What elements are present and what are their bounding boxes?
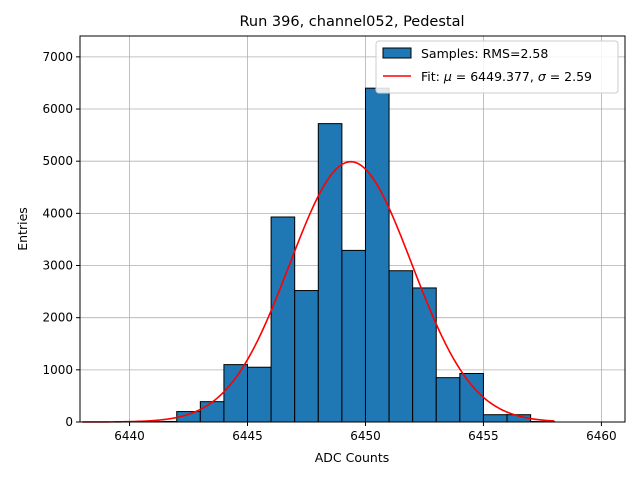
x-tick-label: 6455 (468, 429, 499, 443)
histogram-bar-11 (412, 287, 437, 423)
histogram-bar-6 (294, 290, 319, 423)
histogram-bar-9 (364, 87, 390, 423)
legend-samples-label: Samples: RMS=2.58 (421, 46, 548, 61)
chart-title: Run 396, channel052, Pedestal (239, 14, 464, 30)
y-tick-label: 3000 (42, 259, 73, 273)
histogram-bar-8 (341, 249, 366, 423)
legend-fit-mu-symbol: μ (443, 69, 452, 84)
x-axis-label: ADC Counts (315, 450, 390, 465)
histogram-bar-13 (459, 372, 484, 423)
legend-fit-mu-value: = 6449.377, (452, 69, 538, 84)
legend-fit-sigma-value: = 2.59 (546, 69, 592, 84)
legend: Samples: RMS=2.58 Fit: μ = 6449.377, σ =… (375, 40, 619, 94)
histogram-bar-3 (223, 364, 249, 423)
histogram-bar-12 (435, 377, 461, 423)
x-tick-label: 6445 (232, 429, 263, 443)
legend-samples-swatch (382, 47, 412, 59)
y-tick-label: 7000 (42, 50, 73, 64)
histogram-bar-2 (199, 401, 225, 423)
gaussian-fit (82, 160, 555, 423)
x-tick-label: 6460 (586, 429, 617, 443)
y-axis-label: Entries (15, 207, 30, 251)
y-tick-label: 0 (65, 415, 73, 429)
histogram-bar-10 (388, 270, 414, 423)
y-tick-label: 5000 (42, 154, 73, 168)
y-tick-label: 2000 (42, 311, 73, 325)
y-tick-label: 6000 (42, 102, 73, 116)
y-tick-label: 1000 (42, 363, 73, 377)
histogram-bar-5 (270, 216, 296, 423)
histogram-bar-7 (317, 123, 343, 423)
histogram-bar-14 (482, 414, 508, 423)
y-axis-ticks: 0 1000 2000 3000 4000 5000 6000 7000 (42, 50, 80, 429)
plot-frame (79, 35, 626, 423)
x-axis-ticks: 6440 6445 6450 6455 6460 (114, 422, 617, 443)
x-tick-label: 6440 (114, 429, 145, 443)
legend-fit-prefix: Fit: (421, 69, 444, 84)
y-tick-label: 4000 (42, 206, 73, 220)
fit-curve (82, 160, 555, 423)
legend-fit-label: Fit: μ = 6449.377, σ = 2.59 (421, 69, 592, 84)
legend-fit-sigma-symbol: σ (538, 69, 547, 84)
histogram-bars (152, 87, 555, 423)
legend-box (375, 40, 619, 94)
x-tick-label: 6450 (350, 429, 381, 443)
histogram-bar-4 (247, 366, 272, 423)
